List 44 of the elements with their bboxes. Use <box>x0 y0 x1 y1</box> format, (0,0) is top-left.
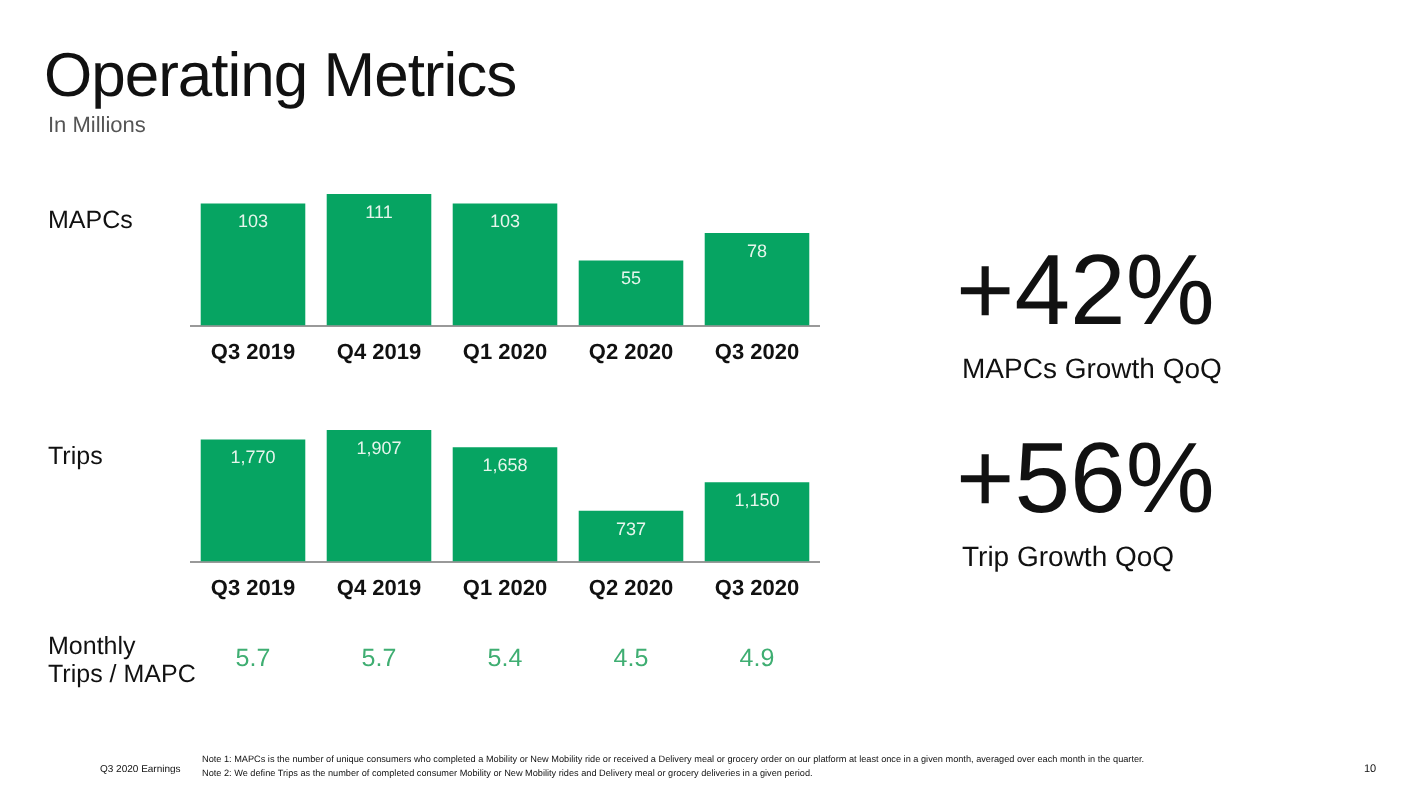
x-tick-label: Q4 2019 <box>336 576 422 601</box>
data-label: 5.7 <box>233 644 273 672</box>
data-label: 103 <box>237 211 269 232</box>
text: MAPCs Growth QoQ <box>962 352 1222 384</box>
data-label: 103 <box>489 211 521 232</box>
data-label: 1,907 <box>356 437 402 458</box>
bar <box>704 482 810 562</box>
text: +42% <box>956 234 1215 346</box>
text: +56% <box>956 422 1215 534</box>
data-label: 5.4 <box>485 644 525 672</box>
bar <box>704 233 810 326</box>
data-label: 5.7 <box>359 644 399 672</box>
data-label: 4.9 <box>737 644 777 672</box>
bar <box>326 430 432 562</box>
data-label: 111 <box>365 201 393 222</box>
y-axis-title: Trips <box>48 442 103 470</box>
chart-title: Operating Metrics <box>44 40 517 112</box>
x-tick-label: Q3 2019 <box>210 340 296 365</box>
x-tick-label: Q3 2019 <box>210 576 296 601</box>
bar <box>452 203 558 326</box>
text: Monthly Trips / MAPC <box>48 632 196 688</box>
text: Trip Growth QoQ <box>962 540 1175 572</box>
bar <box>452 447 558 562</box>
x-tick-label: Q1 2020 <box>462 340 548 365</box>
data-label: 1,150 <box>734 490 780 511</box>
bar <box>326 194 432 326</box>
bar <box>578 510 684 562</box>
x-tick-label: Q4 2019 <box>336 340 422 365</box>
x-tick-label: Q3 2020 <box>714 340 800 365</box>
bar <box>200 439 306 562</box>
chart-subtitle: In Millions <box>48 114 146 138</box>
data-label: 1,658 <box>482 455 528 476</box>
x-tick-label: Q2 2020 <box>588 576 674 601</box>
data-label: 55 <box>620 268 642 289</box>
data-label: 4.5 <box>611 644 651 672</box>
data-label: 737 <box>615 518 647 539</box>
bar <box>200 203 306 326</box>
bar <box>578 260 684 326</box>
x-tick-label: Q2 2020 <box>588 340 674 365</box>
y-axis-title: MAPCs <box>48 206 133 234</box>
x-tick-label: Q1 2020 <box>462 576 548 601</box>
x-tick-label: Q3 2020 <box>714 576 800 601</box>
data-label: 78 <box>746 241 768 262</box>
data-label: 1,770 <box>230 447 276 468</box>
